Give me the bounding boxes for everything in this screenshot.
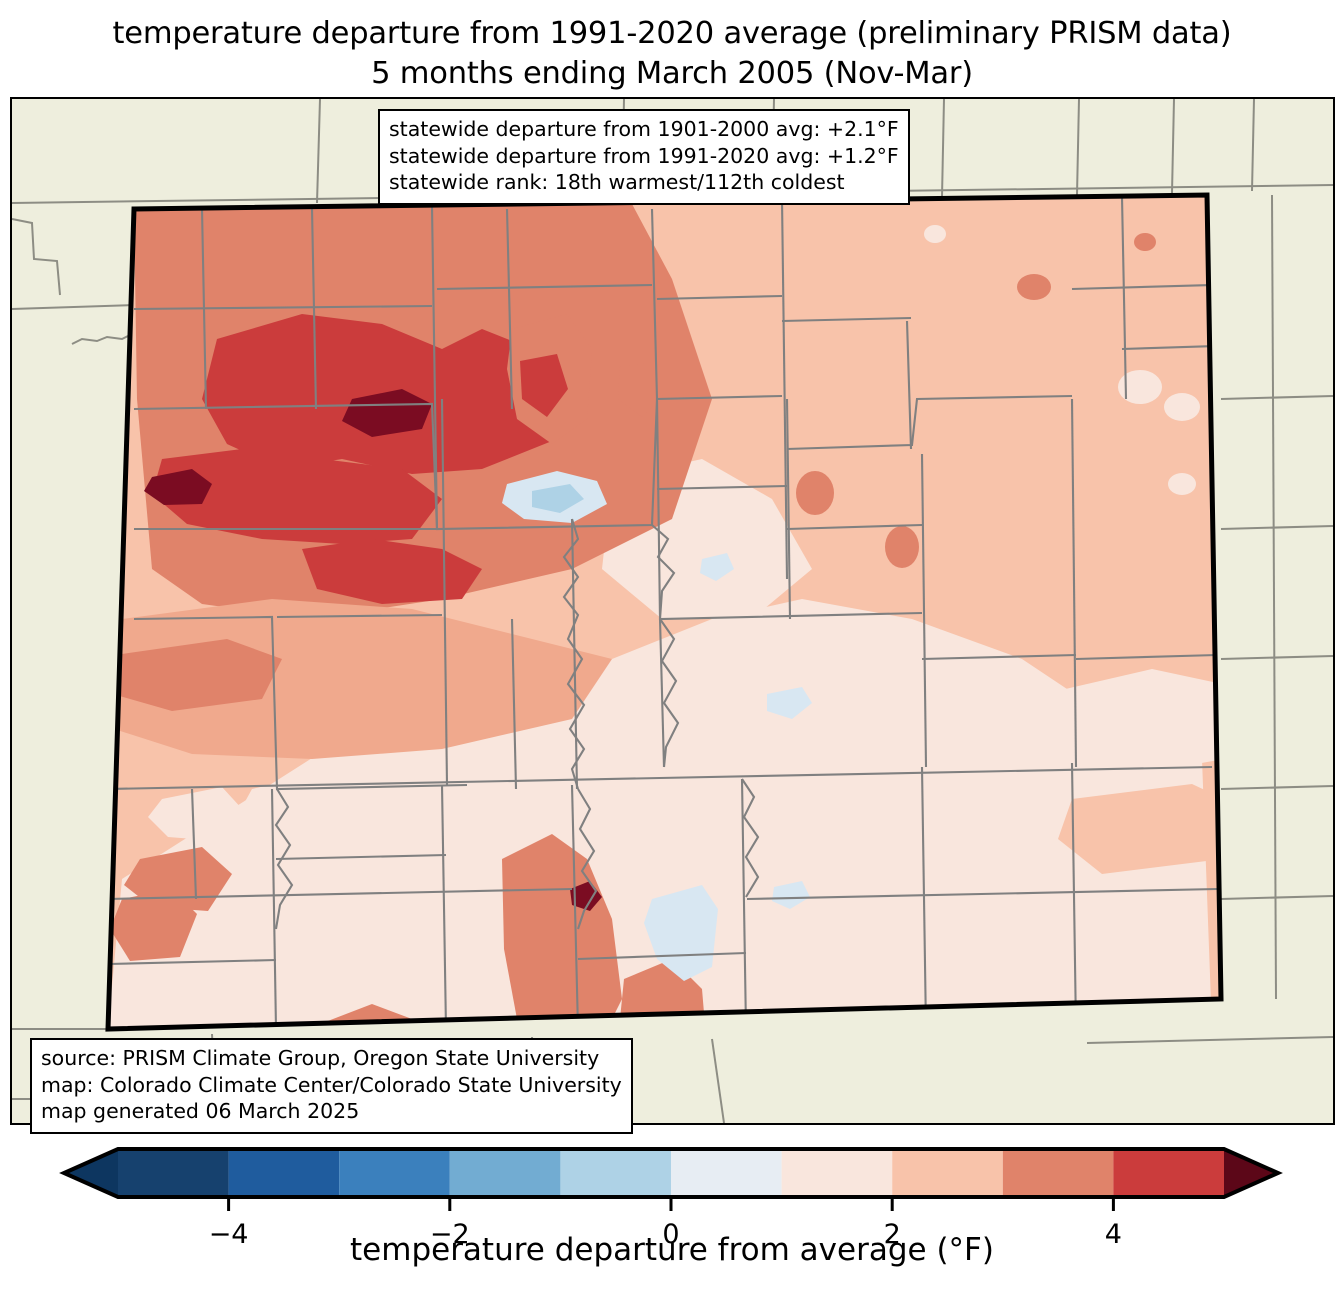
- source-credits-box: source: PRISM Climate Group, Oregon Stat…: [30, 1038, 633, 1134]
- colorbar-tick-label: 0: [662, 1219, 679, 1250]
- colorbar-band: [560, 1149, 671, 1197]
- colorbar-tick-label: −2: [430, 1219, 470, 1250]
- colorbar-band: [449, 1149, 561, 1197]
- colorbar-tick-label: 4: [1105, 1219, 1122, 1250]
- stats-line-3: statewide rank: 18th warmest/112th colde…: [389, 170, 845, 194]
- colorbar-band: [781, 1149, 893, 1197]
- colorbar-tick-labels: −4 −2 0 2 4: [209, 1219, 1122, 1250]
- source-line-1: source: PRISM Climate Group, Oregon Stat…: [41, 1046, 600, 1070]
- statewide-stats-box: statewide departure from 1901-2000 avg: …: [378, 109, 910, 205]
- county-boundaries: [108, 196, 1218, 1029]
- colorbar-bands: [64, 1149, 1278, 1197]
- colorbar-band: [228, 1149, 340, 1197]
- stats-line-1: statewide departure from 1901-2000 avg: …: [389, 117, 899, 141]
- title-line-1: temperature departure from 1991-2020 ave…: [112, 16, 1232, 51]
- map-panel: [10, 97, 1335, 1125]
- colorbar-band: [118, 1149, 229, 1197]
- temperature-departure-field: [108, 195, 1221, 1029]
- colorbar-band: [671, 1149, 782, 1197]
- colorbar-tick-label: −4: [209, 1219, 249, 1250]
- colorbar-over-arrow: [1224, 1149, 1278, 1197]
- colorbar-border: [59, 1147, 1283, 1199]
- natural-county-boundaries: [274, 518, 760, 930]
- colorado-choropleth: [12, 99, 1333, 1123]
- colorbar-tick-label: 2: [884, 1219, 901, 1250]
- colorbar-ticks: [227, 1197, 1115, 1211]
- colorbar-outline: [59, 1147, 1283, 1199]
- colorbar-svg: −4 −2 0 2 4: [59, 1147, 1283, 1250]
- colorbar-band: [1002, 1149, 1114, 1197]
- colorbar-axis-label: temperature departure from average (°F): [350, 1232, 994, 1268]
- stats-line-2: statewide departure from 1991-2020 avg: …: [389, 143, 899, 168]
- page-title: temperature departure from 1991-2020 ave…: [0, 14, 1344, 94]
- colorbar-band: [1113, 1149, 1224, 1197]
- colorbar: −4 −2 0 2 4: [0, 1140, 1344, 1300]
- source-line-2: map: Colorado Climate Center/Colorado St…: [41, 1072, 622, 1097]
- colorbar-under-arrow: [64, 1149, 118, 1197]
- title-line-2: 5 months ending March 2005 (Nov-Mar): [371, 56, 973, 91]
- neighbor-boundaries: [12, 99, 1333, 1123]
- colorbar-band: [892, 1149, 1003, 1197]
- source-line-3: map generated 06 March 2025: [41, 1099, 360, 1123]
- colorbar-band: [339, 1149, 450, 1197]
